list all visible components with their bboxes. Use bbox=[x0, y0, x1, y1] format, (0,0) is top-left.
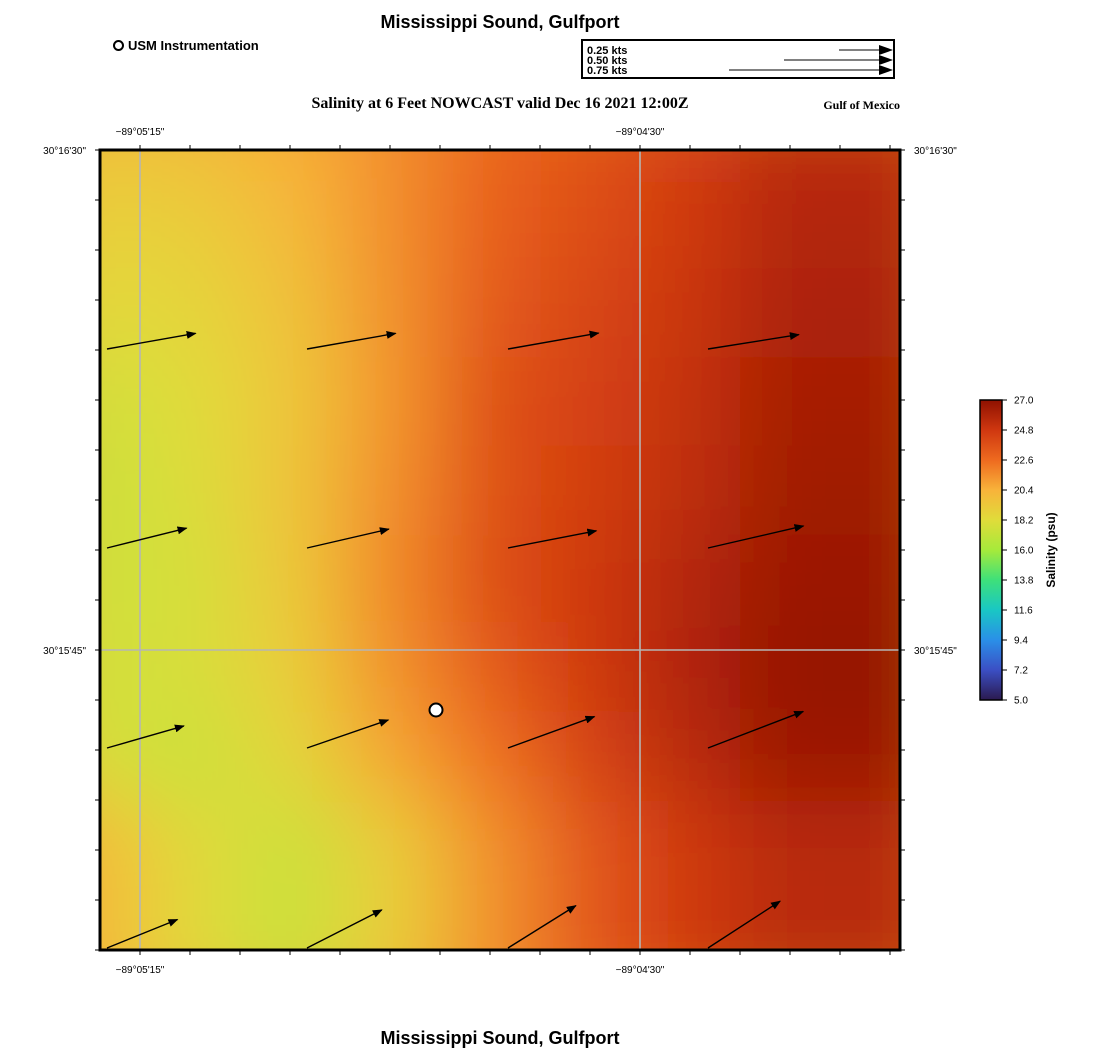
axis-labels: −89°05'15" −89°04'30" −89°05'15" −89°04'… bbox=[43, 127, 957, 976]
lat-label-left: 30°16'30" bbox=[43, 146, 86, 157]
current-vector-arrow bbox=[707, 524, 805, 549]
colorbar-tick-label: 27.0 bbox=[1014, 396, 1034, 407]
lon-label-top: −89°05'15" bbox=[116, 127, 165, 138]
lon-label-bottom: −89°04'30" bbox=[616, 965, 665, 976]
lon-label-top: −89°04'30" bbox=[616, 127, 665, 138]
map-subtitle: Salinity at 6 Feet NOWCAST valid Dec 16 … bbox=[311, 95, 689, 112]
current-vector-arrow bbox=[507, 905, 577, 949]
current-vector-arrow bbox=[106, 330, 197, 350]
current-vector-arrow bbox=[306, 909, 383, 949]
current-vector-arrow bbox=[106, 724, 185, 749]
current-vectors bbox=[106, 330, 805, 949]
vector-key-arrows bbox=[729, 45, 893, 75]
current-vector-arrow bbox=[306, 330, 397, 350]
colorbar-tick-label: 5.0 bbox=[1014, 696, 1028, 707]
salinity-cell bbox=[740, 801, 900, 950]
lat-label-right: 30°15'45" bbox=[914, 646, 957, 657]
station-legend-label: USM Instrumentation bbox=[128, 37, 259, 53]
salinity-map: −89°05'15" −89°04'30" −89°05'15" −89°04'… bbox=[43, 127, 957, 976]
current-vector-arrow bbox=[707, 710, 805, 749]
vector-key-label: 0.50 kts bbox=[587, 55, 628, 67]
current-vector-arrow bbox=[106, 526, 188, 549]
colorbar-tick-label: 7.2 bbox=[1014, 666, 1028, 677]
current-vector-arrow bbox=[507, 528, 598, 549]
lat-label-left: 30°15'45" bbox=[43, 646, 86, 657]
lat-label-right: 30°16'30" bbox=[914, 146, 957, 157]
vector-scale-key: 0.25 kts 0.50 kts 0.75 kts bbox=[581, 39, 895, 79]
station-marker-icon bbox=[113, 39, 124, 51]
colorbar-title: Salinity (psu) bbox=[1044, 512, 1058, 587]
colorbar-tick-label: 13.8 bbox=[1014, 576, 1034, 587]
footer-title: Mississippi Sound, Gulfport bbox=[380, 1028, 620, 1048]
colorbar-tick-label: 16.0 bbox=[1014, 546, 1034, 557]
colorbar-tick-label: 9.4 bbox=[1014, 636, 1028, 647]
colorbar-tick-label: 20.4 bbox=[1014, 486, 1034, 497]
current-vector-arrow bbox=[707, 332, 800, 350]
graticule bbox=[100, 150, 900, 950]
current-vector-arrow bbox=[707, 900, 781, 949]
colorbar-tick-label: 24.8 bbox=[1014, 426, 1034, 437]
region-label: Gulf of Mexico bbox=[823, 98, 900, 112]
current-vector-arrow bbox=[507, 330, 600, 350]
usm-station-marker[interactable] bbox=[428, 702, 444, 718]
colorbar-ramp bbox=[979, 399, 1003, 701]
current-vector-arrow bbox=[306, 527, 390, 549]
vector-key-label: 0.75 kts bbox=[587, 65, 628, 77]
current-vector-arrow bbox=[507, 715, 596, 749]
page-title: Mississippi Sound, Gulfport bbox=[380, 12, 620, 32]
current-vector-arrow bbox=[106, 918, 179, 949]
salinity-colorbar: 27.0 24.8 22.6 20.4 18.2 16.0 13.8 11.6 9.4 7.2 5.… bbox=[979, 396, 1058, 707]
colorbar-tick-label: 22.6 bbox=[1014, 456, 1034, 467]
lon-label-bottom: −89°05'15" bbox=[116, 965, 165, 976]
vector-key-label: 0.25 kts bbox=[587, 45, 628, 57]
station-legend: USM Instrumentation bbox=[113, 37, 259, 53]
colorbar-tick-label: 11.6 bbox=[1014, 606, 1033, 617]
colorbar-tick-label: 18.2 bbox=[1014, 516, 1034, 527]
map-ticks bbox=[95, 145, 905, 955]
salinity-field bbox=[100, 150, 900, 950]
current-vector-arrow bbox=[306, 719, 390, 749]
